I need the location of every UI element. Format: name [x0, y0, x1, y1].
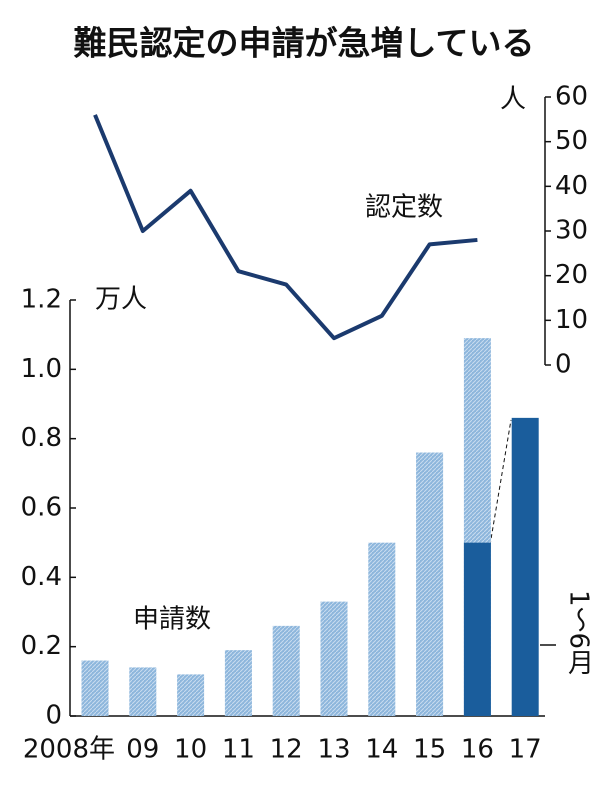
- bar-label: 申請数: [133, 605, 211, 635]
- x-tick-label: 15: [413, 735, 446, 765]
- y2-axis-label: 人: [500, 85, 526, 115]
- y-tick-label: 0: [45, 701, 62, 731]
- legend-label: 1〜6月: [564, 590, 594, 675]
- bar: [320, 601, 348, 716]
- x-tick-label: 2008年: [23, 735, 115, 765]
- y2-tick-label: 50: [555, 126, 588, 156]
- bar: [224, 650, 252, 716]
- bar: [81, 660, 109, 716]
- x-tick-label: 12: [270, 735, 303, 765]
- bar: [272, 625, 300, 716]
- y-tick-label: 1.2: [21, 285, 62, 315]
- x-tick-label: 17: [509, 735, 542, 765]
- bar: [511, 417, 539, 716]
- y-tick-label: 0.4: [21, 562, 62, 592]
- y-tick-label: 1.0: [21, 354, 62, 384]
- dashed-connector: [489, 419, 512, 546]
- y2-tick-label: 40: [555, 171, 588, 201]
- y-tick-label: 0.2: [21, 631, 62, 661]
- y2-tick-label: 30: [555, 216, 588, 246]
- bar: [177, 674, 205, 716]
- y-tick-label: 0.8: [21, 423, 62, 453]
- x-tick-label: 10: [174, 735, 207, 765]
- x-tick-label: 11: [222, 735, 255, 765]
- x-tick-label: 13: [317, 735, 350, 765]
- line: [93, 114, 478, 341]
- y2-tick-label: 10: [555, 305, 588, 335]
- x-tick-label: 14: [365, 735, 398, 765]
- y2-tick-label: 20: [555, 260, 588, 290]
- y-axis-label: 万人: [95, 285, 147, 315]
- y-tick-label: 0.6: [21, 493, 62, 523]
- y2-tick-label: 0: [555, 350, 572, 380]
- bar: [129, 667, 157, 716]
- bar: [416, 452, 444, 716]
- bar: [463, 542, 491, 716]
- x-tick-label: 09: [126, 735, 159, 765]
- chart-title: 難民認定の申請が急増している: [73, 24, 534, 63]
- x-tick-label: 16: [461, 735, 494, 765]
- y2-tick-label: 60: [555, 82, 588, 112]
- line-label: 認定数: [365, 193, 443, 223]
- bar: [368, 542, 396, 716]
